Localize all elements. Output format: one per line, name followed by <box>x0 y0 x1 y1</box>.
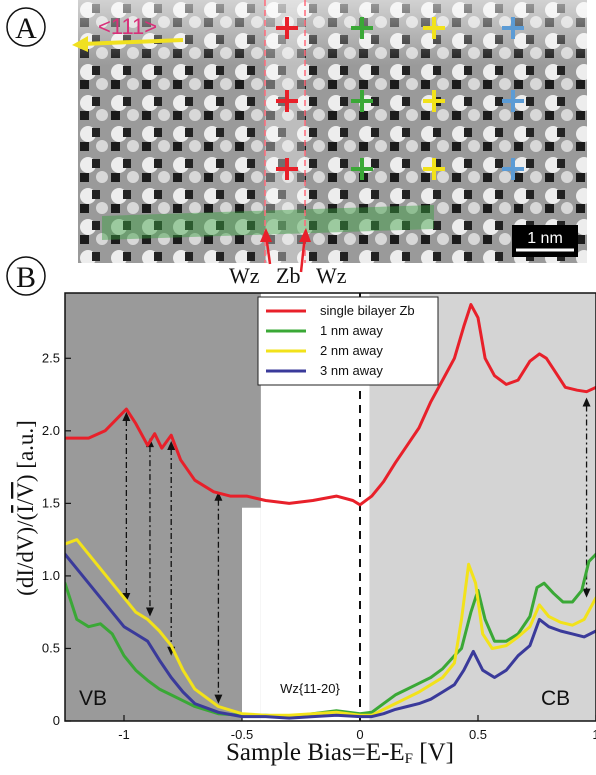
marker-grid <box>276 17 524 180</box>
y-tick-label: 0 <box>53 713 60 728</box>
comparison-arrow-1 <box>122 411 131 603</box>
region-label-cb: CB <box>541 687 570 710</box>
y-tick-label: 2.5 <box>42 350 60 365</box>
y-tick-label: 2.0 <box>42 423 60 438</box>
scale-bar-box <box>512 225 578 257</box>
marker-blue-3 <box>502 158 524 180</box>
y-tick-label: 1.0 <box>42 568 60 583</box>
series-line-3 <box>65 538 596 717</box>
x-tick-label: 1 <box>592 727 596 742</box>
series-line-4 <box>65 552 596 720</box>
x-tick-label: 0 <box>356 727 363 742</box>
region-label-gap: Wz{11-20} <box>280 681 340 696</box>
y-tick-label: 1.5 <box>42 495 60 510</box>
legend-label-3: 2 nm away <box>320 343 383 358</box>
zb-bright-column <box>265 0 305 263</box>
green-stripe <box>102 205 434 240</box>
panel-b-letter: B <box>16 261 36 294</box>
legend-label-1: single bilayer Zb <box>320 303 415 318</box>
plot-frame <box>64 292 596 722</box>
x-tick-label: 0.5 <box>469 727 487 742</box>
marker-blue-2 <box>502 90 524 112</box>
interface-label-zb: Zb <box>276 263 300 288</box>
x-axis-label-sub: F <box>405 751 413 767</box>
series-lines <box>65 303 596 720</box>
marker-red-2 <box>276 90 298 112</box>
x-axis-label-main: Sample Bias=E-E <box>226 739 405 766</box>
y-axis-label: (dI/dV)/(I/V) [a.u.] <box>13 420 38 596</box>
direction-label: <111> <box>98 14 157 39</box>
comparison-arrows <box>122 397 591 704</box>
legend-label-4: 3 nm away <box>320 363 383 378</box>
white-gap-block <box>242 507 261 721</box>
marker-yellow-3 <box>423 158 445 180</box>
series-line-1 <box>65 303 596 507</box>
x-tick-label: -1 <box>118 727 130 742</box>
panel-a-letter: A <box>15 12 37 45</box>
x-axis-label-suffix: [V] <box>413 739 454 766</box>
marker-red-3 <box>276 158 298 180</box>
panel-b: B -1 -0.5 0 0.5 1 0 0.5 1.0 1.5 2.0 2.5 VB CB Wz{1… <box>6 256 596 767</box>
series-line-2 <box>65 552 596 719</box>
panel-a: A <111> 1 nm Wz Zb Wz <box>6 0 587 288</box>
x-tick-label: -0.5 <box>231 727 253 742</box>
direction-arrow <box>81 38 184 46</box>
marker-blue-1 <box>502 17 524 39</box>
legend: single bilayer Zb 1 nm away 2 nm away 3 nm … <box>257 296 439 386</box>
marker-red-1 <box>276 17 298 39</box>
marker-yellow-1 <box>423 17 445 39</box>
y-tick-label: 0.5 <box>42 640 60 655</box>
marker-yellow-2 <box>423 90 445 112</box>
scale-bar-label: 1 nm <box>527 230 563 247</box>
panel-b-letter-circle <box>6 256 46 296</box>
stm-image-fade <box>78 0 587 263</box>
panel-a-letter-circle <box>6 7 46 47</box>
comparison-arrow-5 <box>582 397 591 598</box>
legend-label-2: 1 nm away <box>320 323 383 338</box>
comparison-arrow-4 <box>214 491 223 704</box>
x-axis-label: Sample Bias=E-EF [V] <box>226 739 454 767</box>
region-label-vb: VB <box>79 687 107 710</box>
interface-label-wz-right: Wz <box>316 263 347 288</box>
interface-label-wz-left: Wz <box>229 263 260 288</box>
direction-arrowhead <box>72 36 88 52</box>
marker-green-3 <box>351 158 373 180</box>
interface-arrows <box>260 228 311 273</box>
marker-green-2 <box>351 90 373 112</box>
marker-green-1 <box>351 17 373 39</box>
